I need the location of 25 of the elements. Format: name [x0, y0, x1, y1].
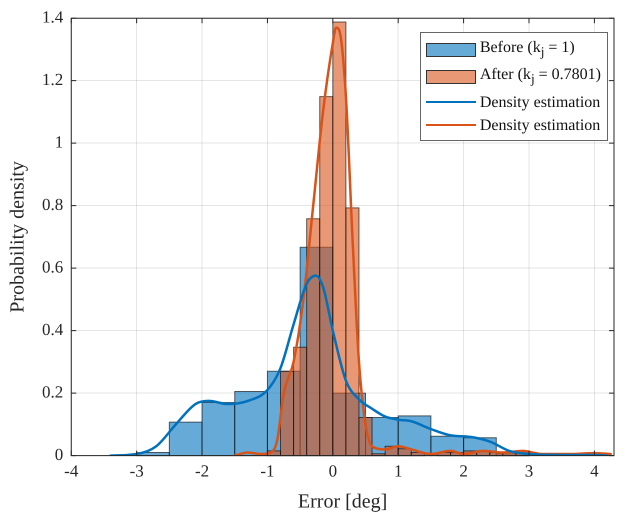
- x-axis-title: Error [deg]: [298, 490, 388, 512]
- line-series: [109, 274, 609, 456]
- x-tick-label: 1: [394, 461, 402, 480]
- y-tick-label: 0.2: [42, 382, 64, 402]
- legend-label: Density estimation: [480, 116, 600, 136]
- y-tick-label: 0.8: [42, 195, 64, 214]
- y-tick-label: 0.6: [42, 258, 64, 277]
- legend-label: Before (k$_{j}$ = 1): [480, 38, 575, 62]
- x-tick-label: 3: [524, 461, 534, 480]
- x-tick-label: 4: [590, 461, 600, 480]
- x-tick-label: -1: [260, 461, 275, 480]
- legend-label: After (k$_{j}$ = 0.7801): [480, 65, 601, 89]
- legend-label: Density estimation: [480, 92, 600, 113]
- x-tick-label: -2: [194, 461, 210, 480]
- y-tick-label: 1.4: [42, 8, 64, 27]
- x-tick-label: 0: [328, 461, 338, 480]
- y-axis-title: Probability density: [6, 161, 28, 313]
- x-tick-label: 2: [459, 461, 468, 480]
- y-tick-label: 1: [54, 132, 64, 152]
- line-series: [233, 26, 612, 456]
- x-tick-label: -4: [64, 461, 79, 480]
- y-tick-label: 0: [54, 445, 64, 464]
- x-tick-label: -3: [130, 461, 144, 480]
- y-tick-label: 1.2: [42, 70, 64, 90]
- y-tick-label: 0.4: [42, 320, 64, 340]
